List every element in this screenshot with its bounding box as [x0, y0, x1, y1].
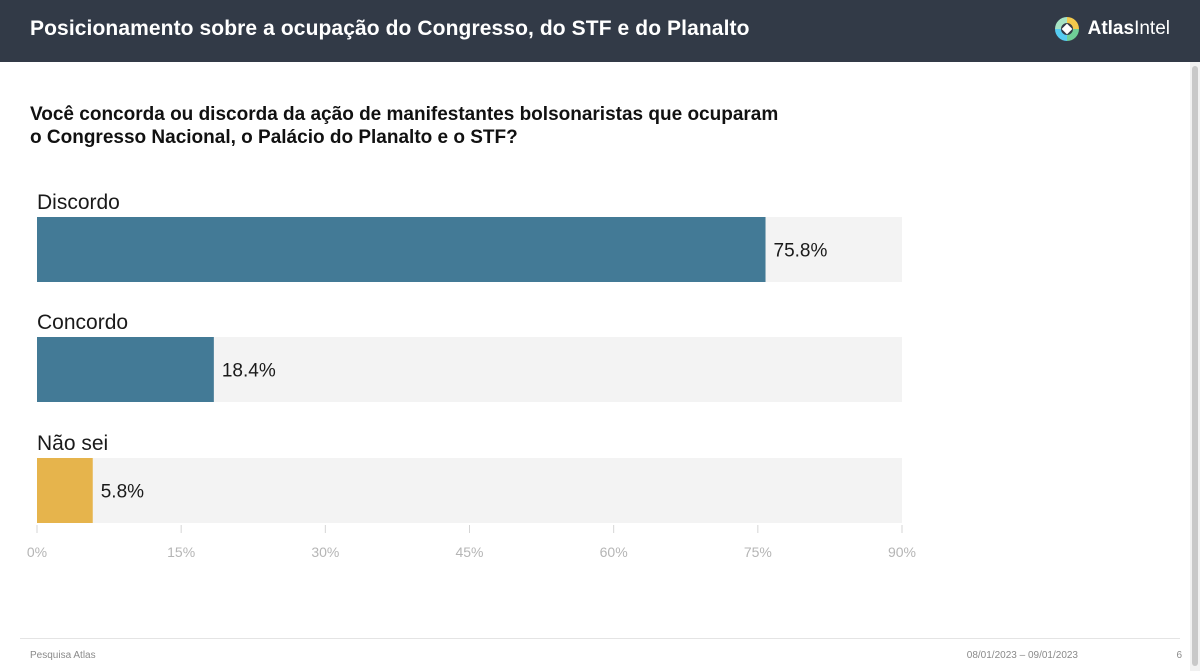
category-label: Discordo: [37, 191, 120, 214]
x-tick-label: 60%: [600, 544, 628, 560]
footer-divider: [20, 638, 1180, 639]
bar-2: [37, 458, 93, 523]
page-title: Posicionamento sobre a ocupação do Congr…: [30, 17, 750, 40]
brand-name-bold: Atlas: [1087, 18, 1135, 39]
scrollbar-thumb[interactable]: [1192, 66, 1198, 666]
header-bar: Posicionamento sobre a ocupação do Congr…: [0, 0, 1200, 62]
bar-1: [37, 337, 214, 402]
brand-logo: AtlasIntel: [1053, 14, 1170, 44]
footer-source: Pesquisa Atlas: [30, 650, 96, 661]
x-tick-label: 75%: [744, 544, 772, 560]
x-tick-label: 30%: [311, 544, 339, 560]
value-label: 18.4%: [222, 361, 276, 382]
x-tick-label: 90%: [888, 544, 916, 560]
survey-question: Você concorda ou discorda da ação de man…: [30, 104, 779, 148]
value-label: 75.8%: [774, 241, 828, 262]
x-tick-label: 15%: [167, 544, 195, 560]
value-label: 5.8%: [101, 482, 144, 503]
bar-track: [37, 458, 902, 523]
x-tick-label: 45%: [455, 544, 483, 560]
brand-name: AtlasIntel: [1088, 18, 1170, 40]
vertical-scrollbar[interactable]: [1190, 62, 1200, 671]
category-label: Não sei: [37, 432, 108, 455]
x-tick-label: 0%: [27, 544, 47, 560]
category-label: Concordo: [37, 311, 128, 334]
atlasintel-logo-icon: [1054, 17, 1079, 41]
footer-date-range: 08/01/2023 – 09/01/2023: [966, 650, 1078, 661]
page-number: 6: [1176, 650, 1182, 661]
bar-0: [37, 217, 766, 282]
brand-name-light: Intel: [1134, 18, 1170, 39]
